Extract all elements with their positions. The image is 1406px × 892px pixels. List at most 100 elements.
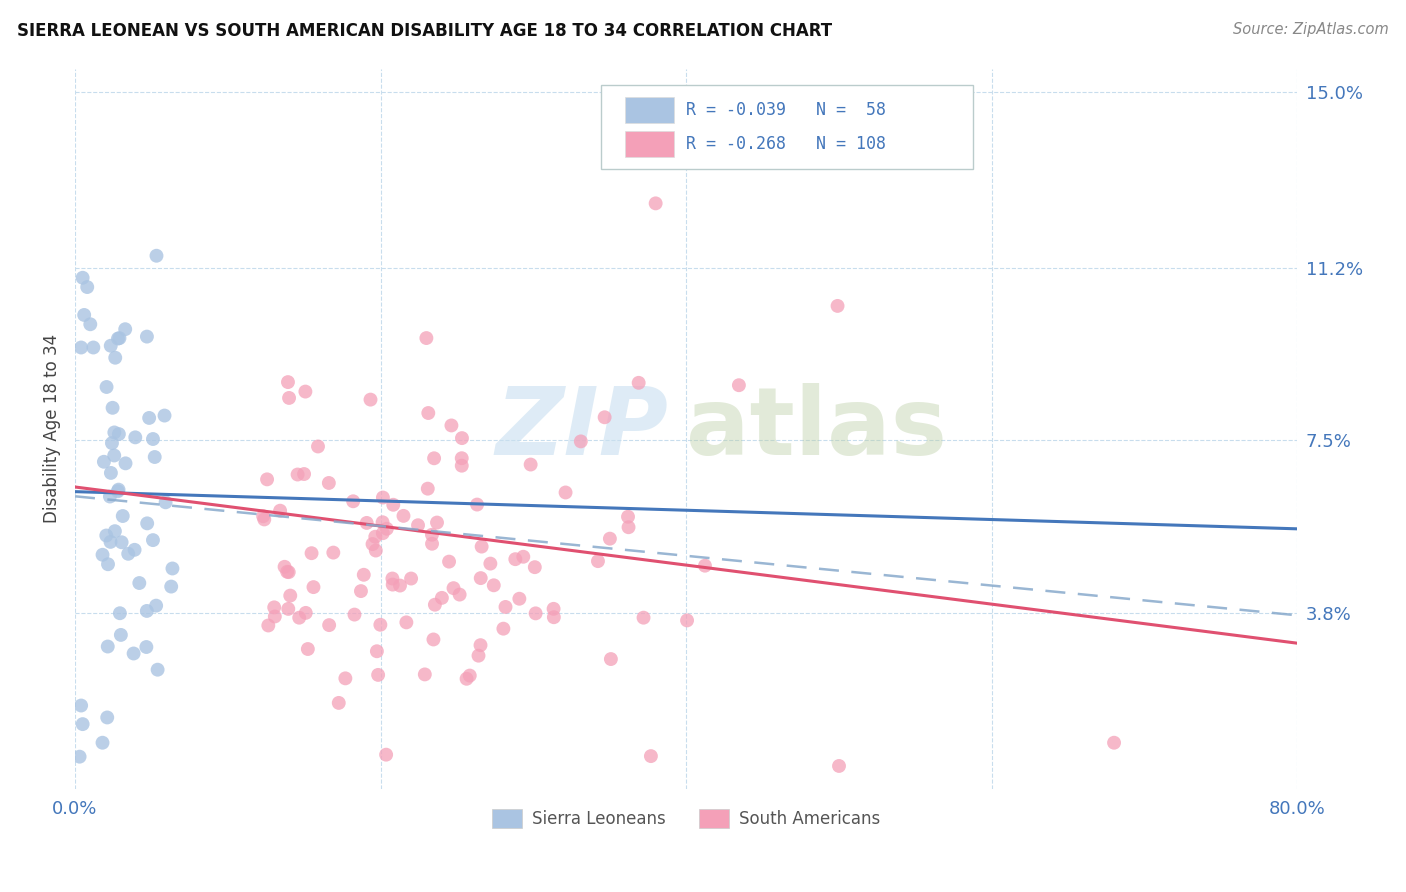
Point <box>82 341 104 355</box>
Point <box>443 581 465 595</box>
Text: ZIP: ZIP <box>495 383 668 475</box>
Point <box>69 749 91 764</box>
Point <box>96 528 118 542</box>
Point <box>287 467 309 482</box>
Point <box>392 508 415 523</box>
Point <box>356 516 378 530</box>
Text: R = -0.268   N = 108: R = -0.268 N = 108 <box>686 136 886 153</box>
Point <box>458 668 481 682</box>
Point <box>153 409 176 423</box>
Point <box>406 518 429 533</box>
Point <box>382 498 405 512</box>
Point <box>508 591 530 606</box>
Point <box>277 602 299 616</box>
Point <box>103 449 125 463</box>
Point <box>450 458 472 473</box>
Point <box>294 606 316 620</box>
Point <box>420 527 443 541</box>
Point <box>381 577 404 591</box>
Point <box>416 482 439 496</box>
Point <box>145 249 167 263</box>
Point <box>328 696 350 710</box>
Point <box>100 534 122 549</box>
Point <box>676 614 699 628</box>
Y-axis label: Disability Age 18 to 34: Disability Age 18 to 34 <box>44 334 60 524</box>
Point <box>415 331 437 345</box>
Point <box>111 535 134 549</box>
Point <box>146 663 169 677</box>
Point <box>257 618 280 632</box>
Point <box>111 509 134 524</box>
Point <box>449 588 471 602</box>
Point <box>108 606 131 620</box>
Point <box>91 736 114 750</box>
Text: R = -0.039   N =  58: R = -0.039 N = 58 <box>686 102 886 120</box>
Point <box>593 410 616 425</box>
Point <box>599 532 621 546</box>
Point <box>599 652 621 666</box>
Point <box>108 331 131 345</box>
Point <box>142 533 165 548</box>
Point <box>467 648 489 663</box>
Point <box>482 578 505 592</box>
Point <box>162 561 184 575</box>
Point <box>100 339 122 353</box>
Point <box>471 540 494 554</box>
Point <box>145 599 167 613</box>
Point <box>70 341 93 355</box>
Point <box>100 466 122 480</box>
Point <box>160 580 183 594</box>
Point <box>543 610 565 624</box>
Point <box>142 432 165 446</box>
Text: atlas: atlas <box>686 383 948 475</box>
Point <box>128 576 150 591</box>
Point <box>277 565 299 579</box>
Point <box>465 498 488 512</box>
Point <box>135 640 157 654</box>
Point <box>370 617 392 632</box>
Point <box>104 524 127 538</box>
Legend: Sierra Leoneans, South Americans: Sierra Leoneans, South Americans <box>485 803 887 835</box>
Point <box>301 546 323 560</box>
Point <box>375 522 398 536</box>
Point <box>366 644 388 658</box>
Point <box>263 609 285 624</box>
Point <box>440 418 463 433</box>
Point <box>430 591 453 605</box>
Point <box>420 537 443 551</box>
Point <box>350 584 373 599</box>
Point <box>107 332 129 346</box>
Point <box>627 376 650 390</box>
Point <box>470 638 492 652</box>
Point <box>335 671 357 685</box>
Point <box>569 434 592 449</box>
Point <box>586 554 609 568</box>
Text: SIERRA LEONEAN VS SOUTH AMERICAN DISABILITY AGE 18 TO 34 CORRELATION CHART: SIERRA LEONEAN VS SOUTH AMERICAN DISABIL… <box>17 22 832 40</box>
Point <box>364 530 387 544</box>
Point <box>302 580 325 594</box>
Point <box>361 537 384 551</box>
Point <box>79 318 101 332</box>
Point <box>97 558 120 572</box>
Point <box>426 516 449 530</box>
Point <box>307 440 329 454</box>
Point <box>252 509 274 524</box>
Point <box>273 559 295 574</box>
Point <box>437 555 460 569</box>
Point <box>342 494 364 508</box>
Point <box>693 558 716 573</box>
Point <box>413 667 436 681</box>
Point <box>93 455 115 469</box>
Point <box>110 628 132 642</box>
Point <box>114 322 136 336</box>
Point <box>456 672 478 686</box>
Point <box>505 552 527 566</box>
Point <box>114 456 136 470</box>
Point <box>96 380 118 394</box>
Point <box>107 484 129 499</box>
Point <box>418 406 440 420</box>
Point <box>278 589 301 603</box>
Point <box>640 749 662 764</box>
Point <box>256 472 278 486</box>
Point <box>451 431 474 445</box>
